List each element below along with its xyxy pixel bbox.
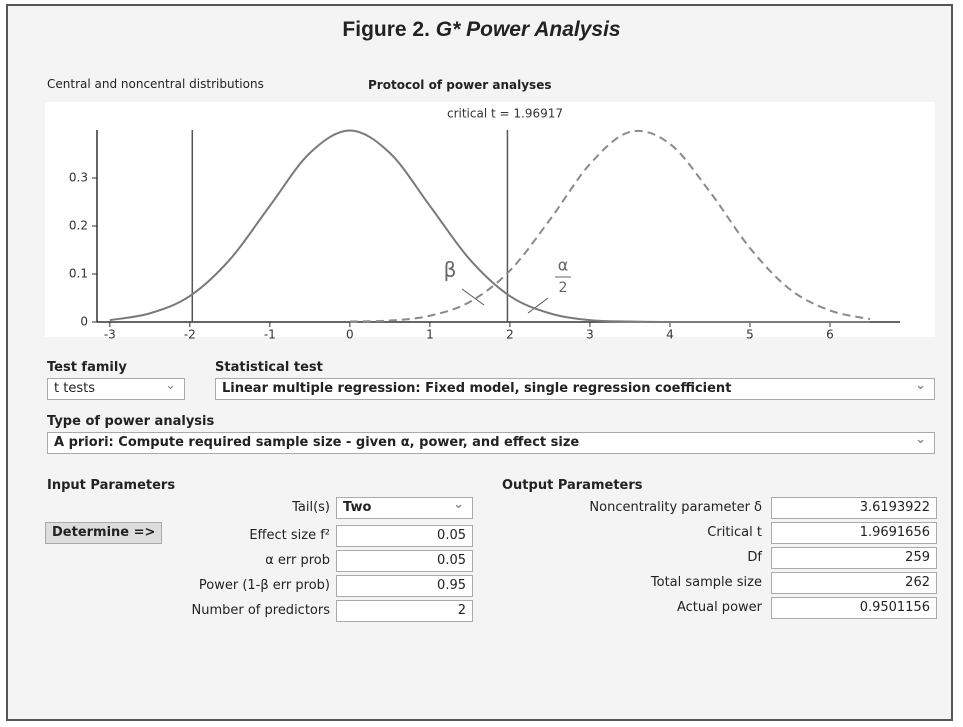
distribution-curve	[349, 129, 871, 323]
y-tick-label: 0.2	[69, 219, 88, 233]
x-tick-label: -3	[104, 328, 116, 342]
dropdown[interactable]: t tests	[47, 378, 185, 400]
beta-label: β	[444, 258, 457, 282]
x-tick-label: 0	[346, 328, 354, 342]
y-tick-label: 0.3	[69, 171, 88, 185]
x-tick-label: 1	[426, 328, 434, 342]
x-tick-label: -2	[184, 328, 196, 342]
input-field[interactable]: 2	[336, 600, 473, 622]
section-title: Input Parameters	[47, 478, 176, 493]
title-italic: G* Power Analysis	[435, 18, 621, 41]
plot-area	[45, 102, 935, 337]
label: Noncentrality parameter δ	[589, 500, 762, 515]
figure-title: Figure 2. G* Power Analysis	[0, 18, 963, 42]
label: Statistical test	[215, 360, 323, 375]
input-field[interactable]: 0.05	[336, 550, 473, 572]
x-tick-label: 5	[746, 328, 754, 342]
input-field[interactable]: 0.95	[336, 575, 473, 597]
label: α err prob	[265, 553, 330, 568]
title-label: Figure 2.	[342, 18, 430, 41]
dropdown[interactable]: Two	[336, 497, 473, 519]
output-field: 0.9501156	[771, 597, 937, 619]
distribution-curve	[109, 129, 870, 324]
tab[interactable]: Protocol of power analyses	[368, 78, 552, 92]
dropdown[interactable]: A priori: Compute required sample size -…	[47, 432, 935, 454]
button[interactable]: Determine =>	[45, 522, 163, 544]
output-field: 262	[771, 572, 937, 594]
output-field: 3.6193922	[771, 497, 937, 519]
section-title: Output Parameters	[502, 478, 643, 493]
x-tick-label: 2	[506, 328, 514, 342]
alpha-label: α	[558, 256, 569, 275]
output-field: 1.9691656	[771, 522, 937, 544]
x-tick-label: 6	[826, 328, 834, 342]
beta-pointer	[461, 288, 485, 306]
dropdown[interactable]: Linear multiple regression: Fixed model,…	[215, 378, 935, 400]
alpha-denominator: 2	[559, 280, 568, 296]
x-tick-label: 4	[666, 328, 674, 342]
label: Type of power analysis	[47, 414, 215, 429]
label: Effect size f²	[249, 528, 330, 543]
tab[interactable]: Central and noncentral distributions	[47, 77, 264, 91]
critical-label: critical t = 1.96917	[447, 107, 563, 121]
label: Total sample size	[650, 575, 762, 590]
x-tick-label: 3	[586, 328, 594, 342]
y-tick-label: 0.1	[69, 267, 88, 281]
label: Number of predictors	[191, 603, 330, 618]
y-tick-label: 0	[80, 315, 88, 329]
label: Critical t	[707, 525, 762, 540]
label: Tail(s)	[292, 500, 330, 515]
label: Power (1-β err prob)	[198, 578, 330, 593]
label: Actual power	[676, 600, 762, 615]
output-field: 259	[771, 547, 937, 569]
alpha-pointer	[527, 297, 549, 314]
label: Df	[747, 550, 762, 565]
input-field[interactable]: 0.05	[336, 525, 473, 547]
label: Test family	[47, 360, 127, 375]
x-tick-label: -1	[264, 328, 276, 342]
